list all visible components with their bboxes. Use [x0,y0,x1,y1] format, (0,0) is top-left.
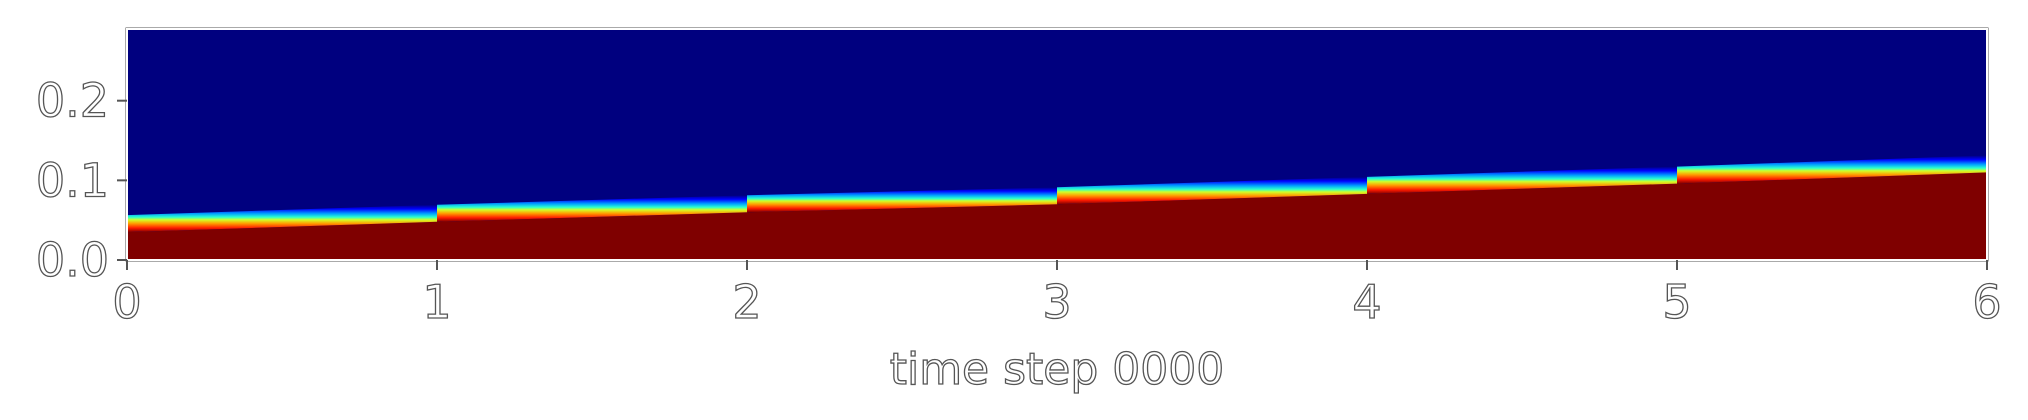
interface-band-segment [127,204,438,233]
high-region-segment [1057,193,1368,260]
y-tick-label: 0.2 [36,74,109,128]
x-tick-label: 4 [1352,275,1381,329]
x-tick-label: 2 [732,275,761,329]
x-tick-label: 3 [1042,275,1071,329]
y-tick-label: 0.1 [36,153,109,207]
x-axis-label: time step 0000 [890,344,1225,395]
interface-band-segment [1677,155,1987,184]
x-tick-label: 5 [1662,275,1691,329]
high-region-segment [437,212,748,260]
interface-band-segment [437,195,748,222]
interface-band-segment [1057,176,1368,205]
x-tick-label: 6 [1972,275,2001,329]
x-tick-label: 0 [112,275,141,329]
high-region-segment [747,204,1058,260]
y-tick-label: 0.0 [36,233,109,287]
x-tick-label: 1 [422,275,451,329]
high-region-segment [1677,172,1987,260]
interface-band-segment [747,187,1058,213]
high-region-segment [1367,183,1678,260]
high-region-segment [127,221,438,260]
interface-band-segment [1367,166,1678,194]
